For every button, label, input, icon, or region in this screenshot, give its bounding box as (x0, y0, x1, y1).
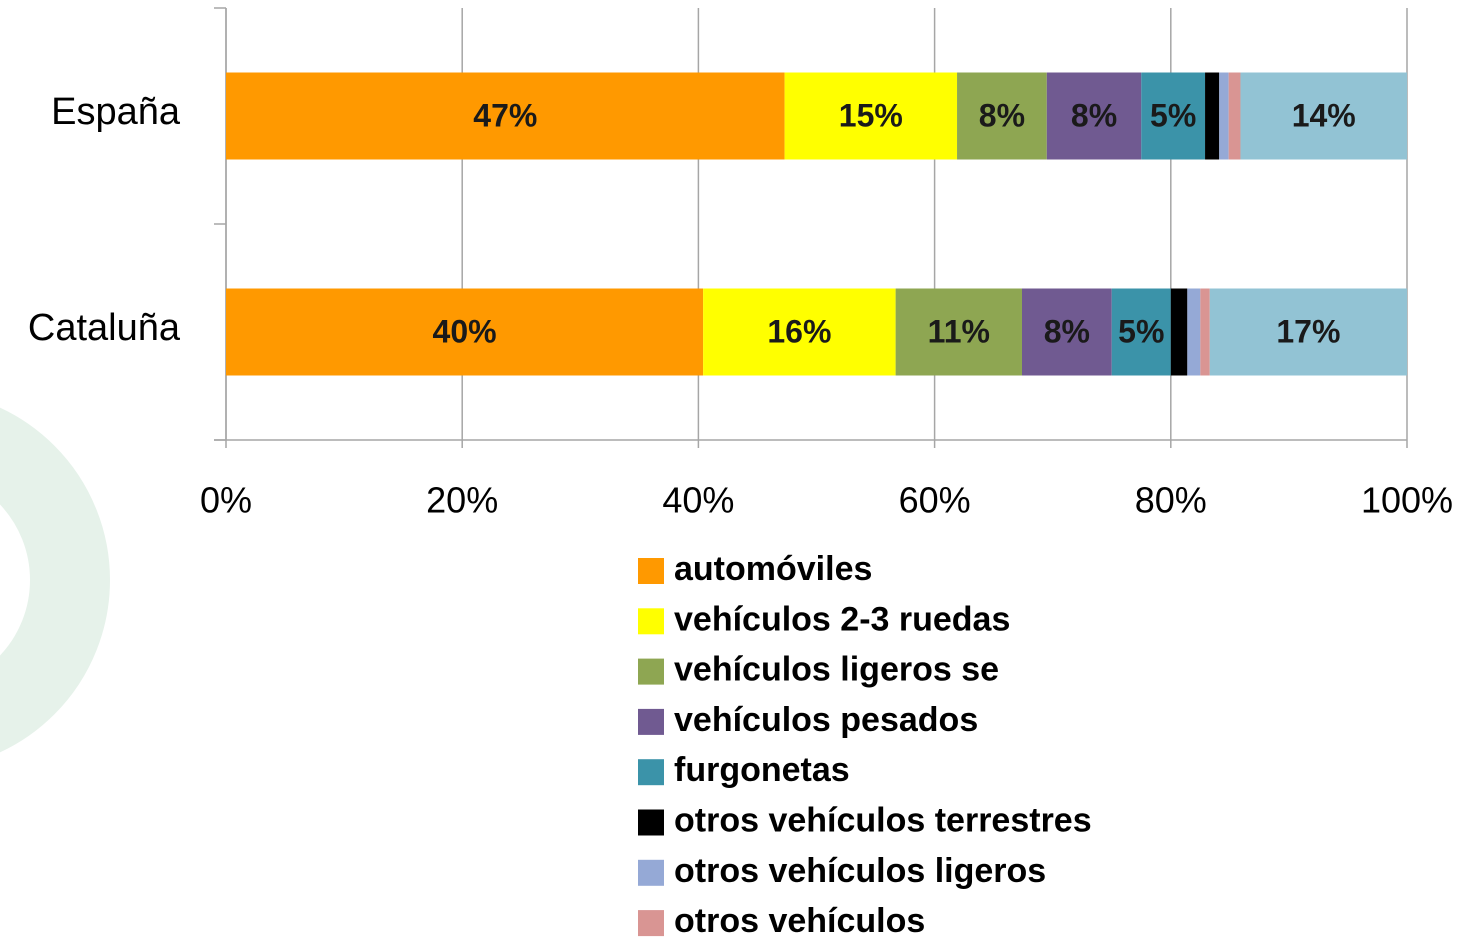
legend-label: otros vehículos ligeros (674, 852, 1046, 890)
legend-label: vehículos 2-3 ruedas (674, 600, 1010, 638)
data-label: 5% (1118, 313, 1164, 349)
bar-segment (1209, 288, 1407, 376)
x-tick-label: 80% (1135, 480, 1207, 521)
bar-segment (1240, 72, 1407, 160)
data-label: 14% (1292, 97, 1356, 133)
data-label: 40% (433, 313, 497, 349)
background-arc (0, 407, 110, 753)
x-tick-label: 20% (426, 480, 498, 521)
legend-label: vehículos pesados (674, 701, 978, 739)
x-tick-label: 40% (662, 480, 734, 521)
category-label: Cataluña (28, 307, 181, 349)
data-label: 8% (979, 97, 1025, 133)
legend-swatch (638, 759, 664, 786)
bar-segment (226, 288, 704, 376)
bar-segment (703, 288, 896, 376)
bar-segment (1219, 72, 1229, 160)
bar-segment (1046, 72, 1142, 160)
data-label: 17% (1276, 313, 1340, 349)
bar-segment (1187, 288, 1201, 376)
data-label: 16% (767, 313, 831, 349)
legend-swatch (638, 910, 664, 937)
x-tick-label: 100% (1361, 480, 1453, 521)
bar-segment (226, 72, 785, 160)
legend-label: otros vehículos terrestres (674, 801, 1092, 839)
bar-segment (957, 72, 1047, 160)
data-label: 5% (1150, 97, 1196, 133)
data-label: 8% (1071, 97, 1117, 133)
bar-segment (784, 72, 958, 160)
legend-swatch (638, 809, 664, 836)
bar-segment (895, 288, 1022, 376)
data-label: 47% (473, 97, 537, 133)
bar-segment (1205, 72, 1220, 160)
legend-swatch (638, 859, 664, 886)
bar-segment (1200, 288, 1210, 376)
bar-segment (1111, 288, 1171, 376)
bar-segment (1228, 72, 1241, 160)
category-label: España (51, 91, 181, 133)
bar-segment (1021, 288, 1112, 376)
legend-label: vehículos ligeros se (674, 651, 999, 689)
legend-swatch (638, 558, 664, 584)
legend-swatch (638, 608, 664, 635)
legend-label: automóviles (674, 550, 872, 588)
legend-swatch (638, 658, 664, 685)
bar-segment (1141, 72, 1206, 160)
legend-swatch (638, 708, 664, 735)
x-tick-label: 60% (899, 480, 971, 521)
x-tick-label: 0% (200, 480, 252, 521)
data-label: 11% (928, 313, 990, 349)
data-label: 15% (839, 97, 903, 133)
legend-label: otros vehículos (674, 902, 925, 940)
bar-segment (1170, 288, 1188, 376)
data-label: 8% (1044, 313, 1090, 349)
legend-label: furgonetas (674, 751, 850, 789)
